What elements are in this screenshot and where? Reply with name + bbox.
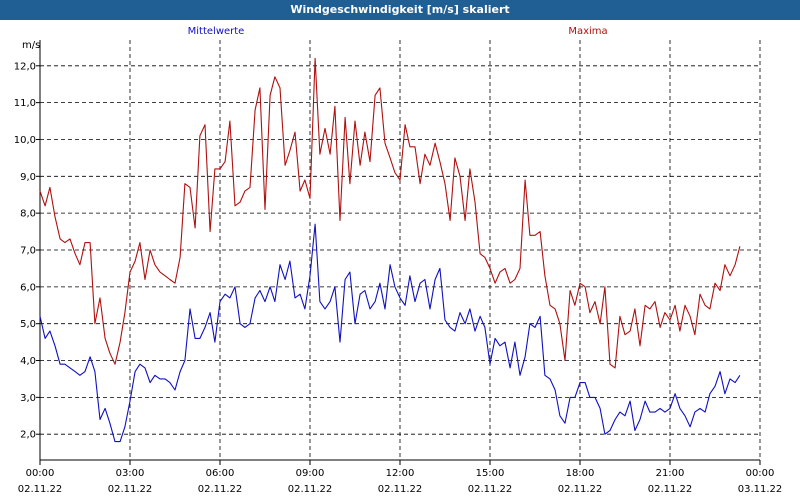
x-tick-label-date: 02.11.22: [18, 484, 63, 495]
y-tick-label: 4,0: [20, 356, 36, 367]
x-tick-label-date: 02.11.22: [468, 484, 513, 495]
chart-title: Windgeschwindigkeit [m/s] skaliert: [0, 0, 800, 20]
y-tick-label: 2,0: [20, 430, 36, 441]
y-tick-label: 3,0: [20, 393, 36, 404]
x-tick-label-time: 00:00: [746, 468, 775, 479]
x-tick-label-date: 02.11.22: [558, 484, 603, 495]
wind-speed-chart: 2,0 3,0 4,0 5,0 6,0 7,0 8,0 9,0 10,0 11,0 12,0 00:0…: [14, 26, 783, 495]
series: [39, 57, 741, 443]
y-tick-label: 11,0: [14, 98, 36, 109]
axes: [36, 40, 761, 465]
y-tick-label: 6,0: [20, 282, 36, 293]
y-tick-label: 10,0: [14, 135, 36, 146]
x-tick-label-date: 02.11.22: [378, 484, 423, 495]
x-tick-label-date: 03.11.22: [738, 484, 783, 495]
series-line-mittelwerte: [39, 223, 741, 443]
x-tick-label-time: 03:00: [116, 468, 145, 479]
x-tick-label-time: 09:00: [296, 468, 325, 479]
x-tick-label-time: 12:00: [386, 468, 415, 479]
y-tick-label: 5,0: [20, 319, 36, 330]
x-tick-label-time: 15:00: [476, 468, 505, 479]
grid: [40, 40, 760, 460]
legend-mittelwerte: Mittelwerte: [188, 26, 245, 37]
x-tick-label-time: 18:00: [566, 468, 595, 479]
x-tick-label-date: 02.11.22: [288, 484, 333, 495]
series-line-maxima: [39, 57, 741, 369]
x-tick-label-date: 02.11.22: [198, 484, 243, 495]
x-tick-label-time: 06:00: [206, 468, 235, 479]
legend-maxima: Maxima: [568, 26, 607, 37]
y-tick-label: 8,0: [20, 209, 36, 220]
x-tick-label-date: 02.11.22: [648, 484, 693, 495]
tick-labels: 2,0 3,0 4,0 5,0 6,0 7,0 8,0 9,0 10,0 11,0 12,0 00:0…: [14, 61, 783, 495]
y-tick-label: 9,0: [20, 172, 36, 183]
x-tick-label-time: 00:00: [26, 468, 55, 479]
y-tick-label: 7,0: [20, 246, 36, 257]
y-tick-label: 12,0: [14, 61, 36, 72]
x-tick-label-date: 02.11.22: [108, 484, 153, 495]
x-tick-label-time: 21:00: [656, 468, 685, 479]
y-axis-label: m/s: [22, 40, 40, 51]
